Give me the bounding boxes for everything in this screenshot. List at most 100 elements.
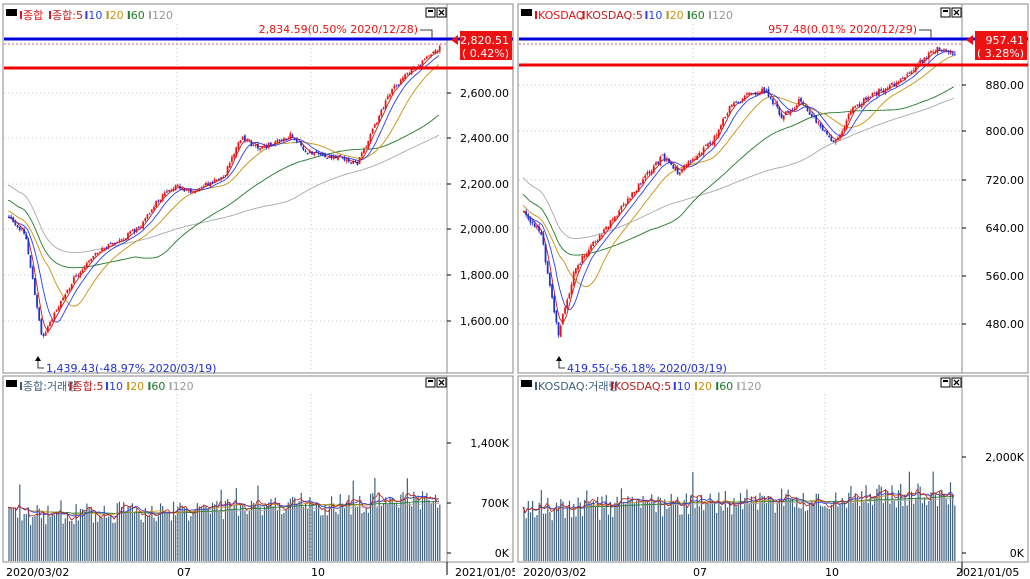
candle-body: [603, 229, 605, 234]
candle-body: [531, 222, 534, 224]
price-legend-marker-5: [709, 11, 711, 19]
volume-legend-marker-0: [535, 382, 537, 390]
candle-body: [295, 139, 298, 143]
candle-body: [174, 185, 177, 191]
candle-body: [122, 239, 125, 241]
volume-legend-marker-5: [169, 382, 172, 390]
candle-body: [750, 92, 753, 94]
high-price-annotation: 957.48(0.01% 2020/12/29): [768, 23, 917, 36]
volume-legend-item-4: 60: [719, 380, 733, 393]
candle-body: [77, 275, 80, 277]
volume-close-icon[interactable]: [951, 377, 962, 388]
volume-maximize-icon[interactable]: [425, 377, 436, 388]
candle-body: [761, 88, 763, 93]
candle-body: [568, 293, 571, 299]
candle-body: [280, 139, 283, 141]
date-label: 07: [693, 566, 707, 579]
candle-body: [389, 94, 391, 97]
candle-body: [189, 188, 192, 193]
candle-body: [196, 189, 199, 191]
volume-menu-icon[interactable]: [6, 380, 17, 387]
candle-body: [172, 189, 175, 192]
candle-body: [540, 231, 543, 235]
candle-body: [659, 156, 662, 165]
candle-body: [131, 229, 134, 231]
price-maximize-icon[interactable]: [940, 7, 951, 18]
candle-body: [856, 104, 859, 106]
candle-body: [930, 51, 932, 53]
candle-body: [324, 154, 326, 157]
date-label: 2020/03/02: [523, 566, 586, 579]
candle-body: [51, 319, 54, 322]
volume-legend-item-2: 10: [677, 380, 691, 393]
candle-body: [910, 71, 913, 74]
candle-body: [553, 296, 556, 313]
candle-body: [12, 217, 15, 223]
candle-body: [159, 199, 162, 202]
low-price-annotation: 419.55(-56.18% 2020/03/19): [567, 362, 727, 375]
price-close-icon[interactable]: [436, 7, 447, 18]
candle-body: [607, 227, 610, 229]
date-label: 10: [825, 566, 839, 579]
candle-body: [806, 106, 809, 112]
price-legend-marker-4: [127, 11, 130, 19]
candle-body: [819, 123, 822, 127]
volume-menu-icon[interactable]: [521, 380, 532, 387]
volume-legend-marker-5: [737, 382, 740, 390]
candle-body: [681, 169, 683, 173]
price-legend-item-1: 종합:5: [52, 9, 83, 22]
candle-body: [672, 165, 675, 169]
date-label: 2021/01/05: [455, 566, 515, 579]
candle-body: [300, 141, 303, 146]
candle-body: [114, 243, 116, 245]
price-maximize-icon[interactable]: [425, 7, 436, 18]
candle-body: [821, 125, 824, 131]
candle-body: [161, 194, 164, 202]
candle-body: [529, 217, 532, 223]
candle-body: [700, 153, 703, 155]
candle-body: [698, 152, 701, 156]
candle-body: [150, 209, 153, 213]
chart-menu-icon[interactable]: [521, 9, 532, 16]
candle-body: [176, 185, 179, 187]
volume-close-icon[interactable]: [436, 377, 447, 388]
candle-body: [135, 227, 138, 233]
price-legend-item-2: 10: [648, 9, 662, 22]
candle-body: [332, 155, 335, 159]
volume-ma20-line: [7, 497, 439, 516]
candle-body: [875, 92, 878, 96]
candle-body: [886, 87, 889, 89]
candle-body: [596, 240, 599, 242]
candle-body: [613, 216, 616, 221]
candle-body: [782, 115, 785, 120]
candle-body: [557, 322, 560, 336]
candle-body: [769, 97, 772, 99]
candle-body: [834, 139, 837, 143]
candle-body: [376, 122, 378, 125]
candle-body: [103, 248, 106, 250]
chart-menu-icon[interactable]: [6, 9, 17, 16]
candle-body: [386, 96, 389, 100]
candle-body: [841, 131, 844, 136]
candle-body: [354, 160, 357, 163]
price-close-icon[interactable]: [951, 7, 962, 18]
candle-body: [546, 261, 549, 274]
candle-body: [345, 159, 348, 162]
candle-body: [179, 185, 181, 189]
kosdaq-chart-panel: KOSDAQ KOSDAQ:5 10 20 60 120 KOSDAQ:거래량 KOSDAQ:…: [515, 0, 1030, 579]
candle-body: [406, 72, 409, 74]
volume-maximize-icon[interactable]: [940, 377, 951, 388]
candle-body: [527, 214, 530, 220]
candle-body: [88, 260, 90, 263]
candle-body: [49, 322, 51, 327]
price-legend-marker-3: [106, 11, 109, 19]
candle-body: [94, 252, 97, 256]
candle-body: [29, 255, 32, 268]
candle-body: [326, 157, 329, 159]
candle-body: [124, 238, 127, 241]
price-tick-label: 560.00: [986, 270, 1025, 283]
volume-tick-label: 0K: [1010, 547, 1025, 560]
candle-body: [220, 177, 222, 180]
candle-body: [252, 144, 255, 146]
